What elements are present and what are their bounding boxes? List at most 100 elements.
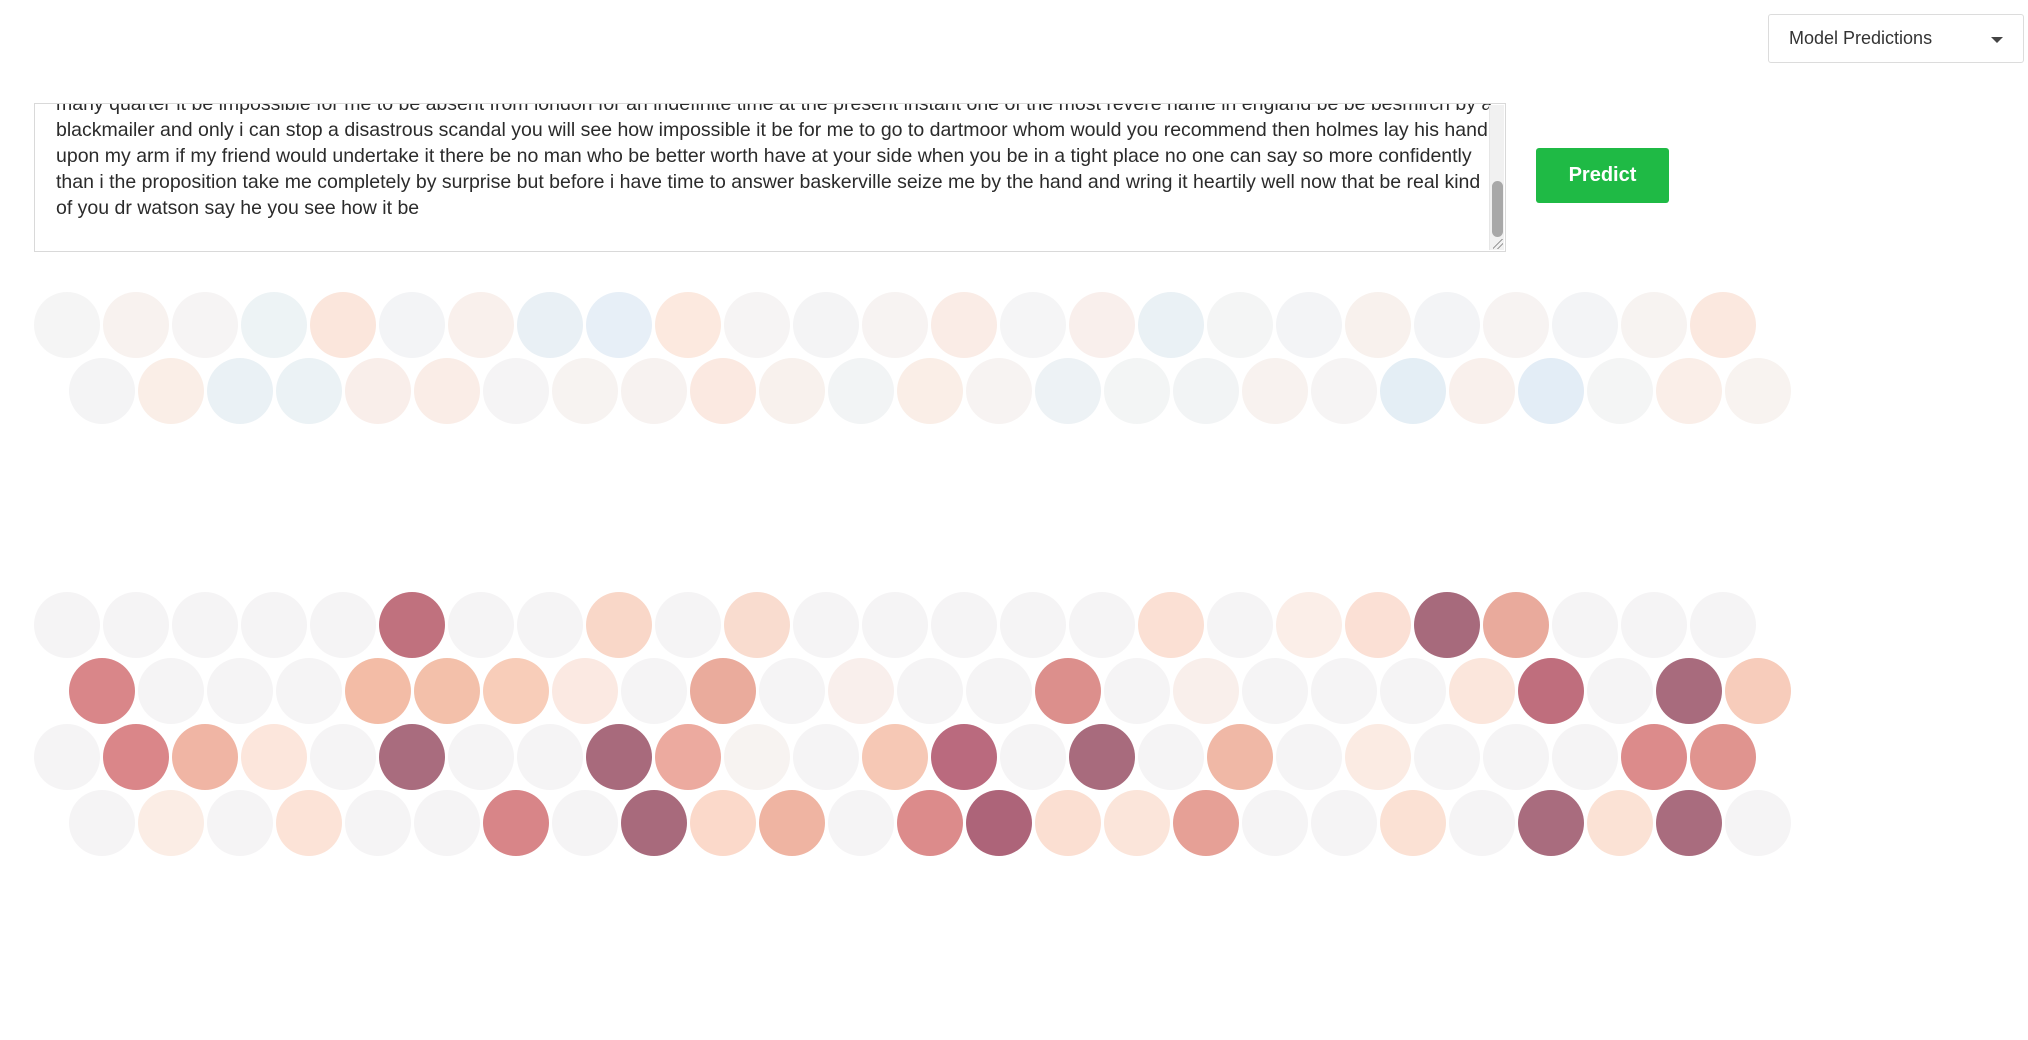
prediction-circle	[1518, 790, 1584, 856]
prediction-circle	[1449, 358, 1515, 424]
prediction-circle	[414, 790, 480, 856]
prediction-circle	[552, 658, 618, 724]
prediction-circle	[1138, 292, 1204, 358]
prediction-circle	[483, 658, 549, 724]
prediction-circle	[1587, 358, 1653, 424]
prediction-circle	[1242, 658, 1308, 724]
prediction-circle	[1587, 790, 1653, 856]
prediction-circle	[1621, 292, 1687, 358]
prediction-circle	[1242, 790, 1308, 856]
prediction-circle	[793, 724, 859, 790]
prediction-circle	[1345, 592, 1411, 658]
prediction-circle	[1000, 592, 1066, 658]
textarea-scrollbar[interactable]	[1489, 105, 1504, 250]
prediction-circle	[241, 292, 307, 358]
prediction-circle	[966, 358, 1032, 424]
prediction-circle	[586, 592, 652, 658]
prediction-circle	[1656, 358, 1722, 424]
prediction-circle	[310, 724, 376, 790]
prediction-circle	[655, 724, 721, 790]
prediction-circle	[34, 724, 100, 790]
prediction-circle	[1449, 658, 1515, 724]
prediction-circle	[1725, 358, 1791, 424]
prediction-circle	[1690, 724, 1756, 790]
prediction-circle	[1483, 592, 1549, 658]
prediction-circle	[1380, 658, 1446, 724]
model-select-dropdown[interactable]: Model Predictions	[1768, 14, 2024, 63]
prediction-circle	[310, 292, 376, 358]
prediction-circle	[34, 292, 100, 358]
prediction-circle	[1276, 292, 1342, 358]
prediction-circle	[276, 658, 342, 724]
prediction-circle	[552, 790, 618, 856]
prediction-circle	[1207, 724, 1273, 790]
prediction-circle	[1035, 358, 1101, 424]
prediction-circle	[1104, 358, 1170, 424]
prediction-circle	[1311, 790, 1377, 856]
prediction-circle	[241, 724, 307, 790]
prediction-circle	[1518, 358, 1584, 424]
prediction-circle	[138, 658, 204, 724]
prediction-circle	[690, 358, 756, 424]
prediction-circle	[1483, 724, 1549, 790]
prediction-circle	[897, 658, 963, 724]
scroll-thumb[interactable]	[1492, 181, 1503, 237]
prediction-circle	[586, 292, 652, 358]
prediction-circle	[1207, 592, 1273, 658]
prediction-circle	[1104, 790, 1170, 856]
prediction-circle	[414, 358, 480, 424]
prediction-circle	[1483, 292, 1549, 358]
prediction-circle	[724, 292, 790, 358]
prediction-circle	[1621, 724, 1687, 790]
prediction-circle	[828, 658, 894, 724]
prediction-circle	[862, 724, 928, 790]
prediction-circle	[1069, 292, 1135, 358]
prediction-circle	[69, 790, 135, 856]
prediction-circle	[517, 592, 583, 658]
prediction-circle	[862, 292, 928, 358]
prediction-circle	[793, 292, 859, 358]
prediction-circle	[1035, 658, 1101, 724]
prediction-circle	[1173, 790, 1239, 856]
prediction-circle	[1138, 724, 1204, 790]
prediction-circle	[517, 292, 583, 358]
prediction-circle	[1725, 658, 1791, 724]
prediction-circle	[345, 658, 411, 724]
prediction-circle	[1725, 790, 1791, 856]
prediction-circle	[1138, 592, 1204, 658]
prediction-circle	[138, 790, 204, 856]
prediction-circle	[345, 790, 411, 856]
prediction-circle	[379, 724, 445, 790]
prediction-circle	[966, 790, 1032, 856]
prediction-circle	[1311, 658, 1377, 724]
prediction-circle	[931, 292, 997, 358]
prediction-circle	[1173, 658, 1239, 724]
prediction-circle	[207, 358, 273, 424]
prediction-circle	[862, 592, 928, 658]
prediction-circle	[897, 358, 963, 424]
prediction-circle	[1345, 292, 1411, 358]
prediction-circle	[448, 292, 514, 358]
prediction-circle	[103, 292, 169, 358]
prediction-circle	[1311, 358, 1377, 424]
prediction-circle	[828, 790, 894, 856]
caret-down-icon	[1991, 37, 2003, 43]
prediction-circle	[690, 790, 756, 856]
prediction-circle	[724, 724, 790, 790]
prediction-circle	[1207, 292, 1273, 358]
prediction-circle	[1276, 724, 1342, 790]
predict-button[interactable]: Predict	[1536, 148, 1669, 203]
prediction-circle	[414, 658, 480, 724]
input-textarea[interactable]: many quarter it be impossible for me to …	[34, 103, 1506, 252]
prediction-circle	[621, 790, 687, 856]
prediction-circle	[1518, 658, 1584, 724]
prediction-circle	[897, 790, 963, 856]
prediction-circle	[69, 658, 135, 724]
prediction-circle	[1242, 358, 1308, 424]
prediction-circle	[1552, 292, 1618, 358]
prediction-circle	[1552, 592, 1618, 658]
prediction-circle	[517, 724, 583, 790]
model-select-value: Model Predictions	[1789, 28, 1933, 48]
prediction-circle	[586, 724, 652, 790]
resize-handle-icon[interactable]	[1493, 239, 1503, 249]
